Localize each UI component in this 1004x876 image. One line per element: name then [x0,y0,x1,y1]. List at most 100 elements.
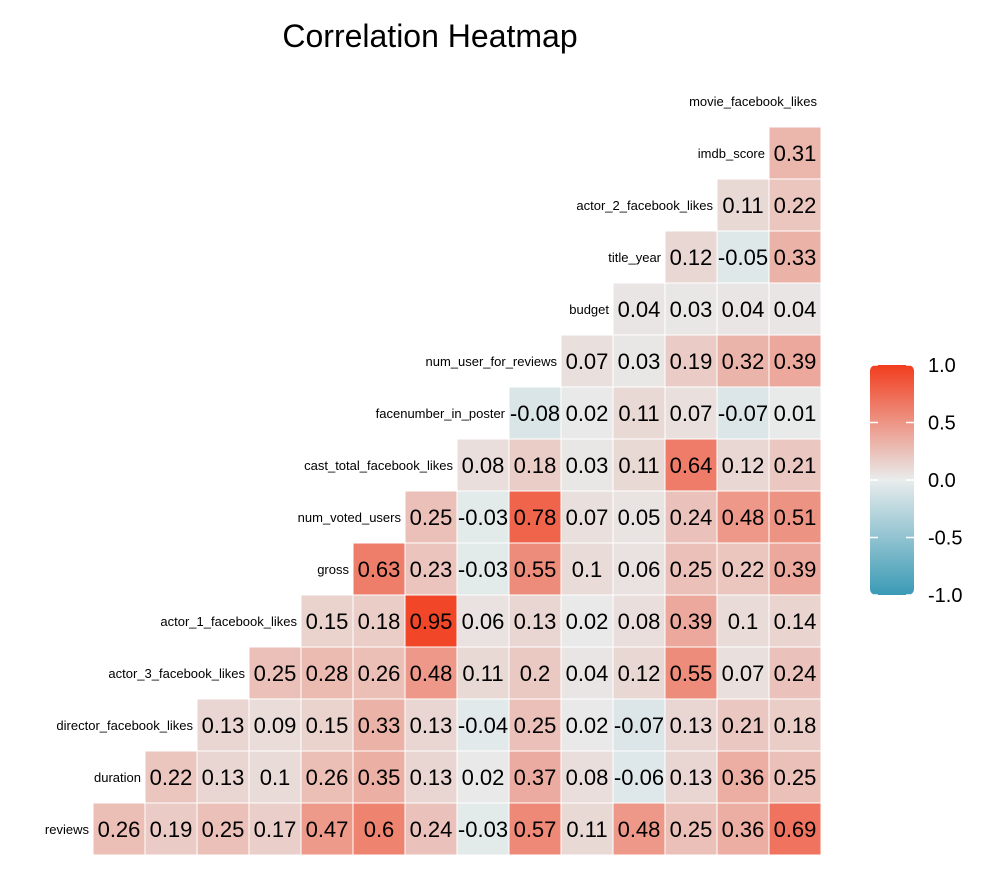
heatmap-cell [716,178,770,232]
row-label: cast_total_facebook_likes [304,458,453,473]
heatmap-cell [612,334,666,388]
cell-value-label: 0.11 [566,817,607,842]
cell-value-label: 0.1 [728,609,759,634]
cell-value-label: 0.21 [774,453,817,478]
cell-value-label: 0.19 [150,817,193,842]
cell-value-label: 0.12 [722,453,765,478]
cell-value-label: 0.48 [618,817,661,842]
heatmap-cell [612,802,666,856]
heatmap-cell [300,698,354,752]
cell-value-label: 0.35 [358,765,401,790]
cell-value-label: 0.55 [514,557,557,582]
row-label: movie_facebook_likes [689,94,817,109]
cell-value-label: 0.08 [566,765,609,790]
heatmap-cell [508,386,562,440]
heatmap-cell [508,542,562,596]
heatmap-cell [144,750,198,804]
heatmap-cell [716,802,770,856]
row-label: actor_2_facebook_likes [576,198,713,213]
cell-value-label: 0.28 [306,661,349,686]
heatmap-cell [352,750,406,804]
heatmap-cell [664,594,718,648]
heatmap-cell [664,646,718,700]
cell-value-label: 0.15 [306,609,349,634]
chart-title: Correlation Heatmap [282,18,577,54]
cell-value-label: 0.22 [774,193,817,218]
legend-tick-label: 0.5 [928,413,956,435]
heatmap-cell [300,594,354,648]
cell-value-label: 0.55 [670,661,713,686]
heatmap-cell [664,698,718,752]
heatmap-cell [768,386,822,440]
heatmap-cell [404,594,458,648]
cell-value-label: -0.06 [614,765,664,790]
heatmap-cell [768,698,822,752]
heatmap-cell [768,646,822,700]
cell-value-label: 0.25 [202,817,245,842]
cell-value-label: 0.07 [566,349,609,374]
cell-value-label: 0.33 [358,713,401,738]
cell-value-label: -0.07 [718,401,768,426]
cell-value-label: 0.11 [618,453,659,478]
cell-value-label: 0.1 [260,765,291,790]
heatmap-cell [508,802,562,856]
heatmap-cell [352,542,406,596]
cell-value-label: 0.07 [722,661,765,686]
cell-value-label: 0.26 [306,765,349,790]
heatmap-cell [716,698,770,752]
cell-value-label: 0.78 [514,505,557,530]
cell-value-label: 0.6 [364,817,395,842]
heatmap-cell [768,438,822,492]
row-label: director_facebook_likes [56,718,193,733]
cell-value-label: 0.02 [566,713,609,738]
cell-value-label: 0.31 [774,141,817,166]
heatmap-cell [768,282,822,336]
cell-value-label: 0.25 [670,557,713,582]
row-label: num_user_for_reviews [425,354,557,369]
cell-value-label: 0.18 [514,453,557,478]
cell-value-label: 0.25 [774,765,817,790]
heatmap-cell [300,802,354,856]
row-label: reviews [45,822,90,837]
cell-value-label: -0.03 [458,557,508,582]
cell-value-label: 0.39 [670,609,713,634]
cell-value-label: 0.06 [618,557,661,582]
heatmap-cell [196,802,250,856]
cell-value-label: 0.15 [306,713,349,738]
cell-value-label: 0.12 [618,661,661,686]
heatmap-cell [352,698,406,752]
cell-value-label: 0.08 [462,453,505,478]
cell-value-label: 0.25 [254,661,297,686]
heatmap-cell [248,750,302,804]
heatmap-cell [768,230,822,284]
cell-value-label: 0.11 [618,401,659,426]
heatmap-cell [716,594,770,648]
heatmap-cell [768,126,822,180]
cell-value-label: 0.04 [774,297,817,322]
heatmap-cell [456,698,510,752]
cell-value-label: 0.23 [410,557,453,582]
cell-value-label: 0.39 [774,349,817,374]
legend-tick-label: 1.0 [928,355,956,377]
cell-value-label: 0.05 [618,505,661,530]
heatmap-cell [404,802,458,856]
cell-value-label: 0.36 [722,765,765,790]
cell-value-label: 0.07 [566,505,609,530]
cell-value-label: 0.37 [514,765,557,790]
cell-value-label: 0.19 [670,349,713,374]
heatmap-cell [508,438,562,492]
cell-value-label: -0.04 [458,713,508,738]
heatmap-cell [456,438,510,492]
row-label: num_voted_users [298,510,402,525]
heatmap-cell [768,802,822,856]
cell-value-label: 0.11 [462,661,503,686]
heatmap-cell [664,750,718,804]
heatmap-cell [352,802,406,856]
row-label: gross [317,562,349,577]
row-label: actor_1_facebook_likes [160,614,297,629]
cell-value-label: 0.39 [774,557,817,582]
cell-value-label: 0.13 [410,765,453,790]
heatmap-cell [404,490,458,544]
heatmap-cell [560,750,614,804]
